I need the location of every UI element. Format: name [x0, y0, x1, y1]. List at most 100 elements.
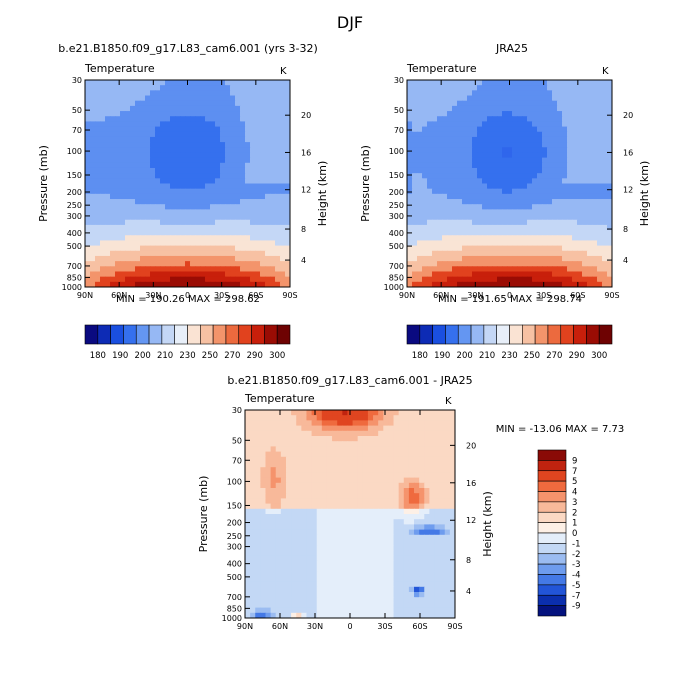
contour-cell: [200, 105, 206, 112]
contour-cell: [332, 581, 338, 588]
contour-cell: [442, 266, 448, 273]
contour-cell: [444, 472, 451, 479]
contour-cell: [245, 529, 251, 536]
contour-cell: [210, 245, 216, 252]
contour-cell: [414, 488, 420, 494]
contour-cell: [110, 240, 116, 247]
contour-cell: [388, 441, 395, 447]
contour-cell: [582, 162, 588, 169]
contour-cell: [255, 167, 261, 174]
contour-cell: [280, 446, 287, 453]
contour-cell: [477, 147, 483, 154]
contour-cell: [572, 183, 578, 190]
contour-cell: [497, 230, 503, 236]
contour-cell: [562, 173, 568, 179]
contour-cell: [373, 571, 379, 577]
contour-cell: [352, 467, 359, 473]
contour-cell: [557, 111, 563, 117]
contour-cell: [407, 136, 413, 143]
contour-cell: [467, 245, 473, 252]
contour-cell: [291, 425, 297, 432]
contour-cell: [452, 131, 458, 138]
contour-cell: [367, 446, 374, 453]
contour-cell: [255, 493, 261, 499]
contour-cell: [517, 162, 523, 169]
contour-cell: [352, 462, 359, 468]
contour-cell: [378, 477, 384, 484]
contour-cell: [602, 230, 608, 236]
contour-cell: [417, 261, 423, 267]
contour-cell: [482, 152, 488, 159]
contour-cell: [444, 597, 451, 603]
contour-cell: [444, 451, 451, 458]
contour-cell: [321, 514, 328, 520]
contour-cell: [347, 462, 354, 468]
contour-cell: [572, 255, 578, 262]
contour-cell: [388, 462, 395, 468]
contour-cell: [437, 152, 443, 159]
contour-cell: [285, 555, 292, 562]
contour-cell: [398, 597, 405, 603]
contour-cell: [321, 524, 328, 531]
contour-cell: [407, 152, 413, 159]
contour-cell: [467, 209, 473, 216]
contour-cell: [225, 90, 231, 97]
contour-cell: [105, 136, 111, 143]
contour-cell: [190, 214, 196, 221]
contour-cell: [155, 152, 161, 159]
contour-cell: [427, 235, 433, 242]
contour-cell: [592, 204, 598, 210]
contour-cell: [447, 255, 453, 262]
contour-cell: [135, 266, 141, 273]
contour-cell: [512, 235, 518, 242]
contour-cell: [403, 430, 410, 437]
contour-cell: [429, 410, 436, 416]
contour-cell: [582, 136, 588, 143]
contour-cell: [447, 214, 453, 221]
contour-cell: [190, 235, 196, 242]
contour-cell: [507, 199, 513, 205]
contour-cell: [457, 209, 463, 216]
contour-cell: [393, 482, 400, 489]
contour-cell: [357, 482, 364, 489]
contour-cell: [527, 271, 533, 278]
contour-cell: [280, 529, 287, 536]
contour-cell: [567, 250, 573, 257]
contour-cell: [437, 219, 443, 226]
contour-cell: [105, 240, 111, 247]
contour-cell: [265, 540, 272, 546]
contour-cell: [403, 425, 410, 432]
contour-cell: [190, 261, 196, 267]
contour-cell: [582, 250, 588, 257]
contour-cell: [135, 209, 141, 216]
contour-cell: [422, 183, 428, 190]
contour-cell: [105, 199, 111, 205]
contour-cell: [417, 157, 423, 164]
contour-cell: [537, 105, 543, 112]
contour-cell: [210, 199, 216, 205]
contour-cell: [462, 90, 468, 97]
contour-cell: [419, 529, 425, 536]
contour-cell: [383, 529, 390, 536]
contour-cell: [572, 281, 578, 287]
contour-cell: [190, 199, 196, 205]
contour-cell: [472, 116, 478, 122]
contour-cell: [557, 204, 563, 210]
contour-cell: [321, 508, 328, 515]
contour-cell: [260, 281, 266, 287]
contour-cell: [285, 105, 290, 112]
contour-cell: [165, 199, 171, 205]
contour-cell: [230, 131, 236, 138]
contour-cell: [577, 235, 583, 242]
contour-cell: [512, 121, 518, 128]
contour-cell: [427, 271, 433, 278]
contour-cell: [270, 178, 276, 185]
contour-cell: [357, 493, 364, 499]
contour-cell: [447, 204, 453, 210]
contour-cell: [547, 136, 553, 143]
contour-cell: [362, 415, 369, 421]
contour-cell: [393, 524, 400, 531]
contour-cell: [115, 178, 121, 185]
contour-cell: [275, 415, 282, 421]
